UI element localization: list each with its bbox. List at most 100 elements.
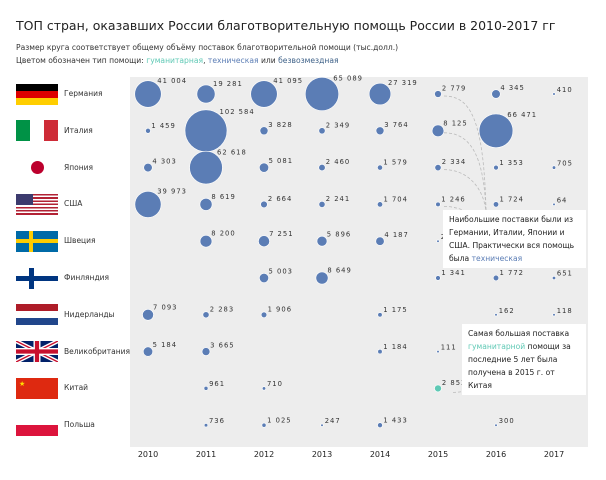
bubble [377,164,383,171]
bubble [552,313,556,317]
bubble [189,150,223,185]
value-label: 62 618 [217,148,247,156]
value-label: 66 471 [507,111,537,119]
value-label: 1 175 [383,306,407,314]
annotation-top-donors: Наибольшие поставки были из Германии, Ит… [443,210,586,268]
bubble [318,200,326,208]
annotation-highlight: техническая [471,254,523,263]
bubble [316,235,328,247]
country-label: Япония [64,162,93,172]
bubble [134,80,162,108]
value-label: 2 779 [442,84,466,92]
bubble [259,273,269,283]
bubble [196,84,216,104]
subtitle-size: Размер круга соответствует общему объёму… [16,43,399,52]
year-tick-label: 2010 [137,450,159,459]
bubble [375,126,385,136]
country-label: Германия [64,89,103,98]
usa-flag-icon [16,193,58,215]
bubble [492,274,500,282]
year-tick-label: 2016 [485,450,507,459]
value-label: 2 853 [442,379,466,387]
bubble [552,92,556,96]
uk-flag-icon [16,341,58,363]
connector-line [443,169,487,213]
netherlands-flag-icon [16,304,58,326]
bubble [259,162,269,173]
country-label: США [64,199,83,209]
bubble [184,109,228,153]
legend-humanitarian: гуманитарная [146,56,204,65]
value-label: 410 [557,86,573,94]
bubble [377,422,383,428]
value-label: 3 764 [384,121,408,129]
legend-prefix: Цветом обозначен тип помощи: [16,56,147,65]
bubble [377,312,383,318]
value-label: 2 349 [326,121,350,129]
value-label: 118 [557,307,573,315]
bubble [552,202,556,206]
legend-sep: или [258,56,279,65]
value-label: 4 187 [384,231,408,239]
value-label: 651 [557,270,573,278]
value-label: 5 003 [269,268,293,276]
value-label: 41 095 [273,77,303,85]
country-label: Финляндия [64,273,110,282]
subtitle-color: Цветом обозначен тип помощи: гуманитарна… [16,56,339,65]
bubble [375,236,385,246]
connector-line [443,132,487,213]
value-label: 1 459 [151,122,175,130]
bubble [478,113,514,149]
legend-free: безвозмездная [278,56,339,65]
bubble [201,347,211,356]
bubble [143,162,153,173]
value-label: 961 [209,380,225,388]
value-label: 1 184 [383,343,407,351]
value-label: 1 353 [499,159,523,167]
bubble [552,276,556,280]
year-tick-label: 2015 [427,450,449,459]
bubble [434,384,442,393]
poland-flag-icon [16,414,58,436]
bubble [434,164,442,172]
bubble [134,190,162,218]
value-label: 39 973 [157,188,187,196]
value-label: 162 [499,307,515,315]
legend-sep: , [203,56,208,65]
value-label: 1 433 [383,416,407,424]
value-label: 2 283 [210,305,234,313]
italy-flag-icon [16,120,58,142]
value-label: 2 664 [268,195,292,203]
bubble [376,201,384,208]
bubble [435,201,441,208]
value-label: 5 184 [153,341,177,349]
bubble [304,76,340,112]
bubble [436,239,440,243]
annotation-text: помощи за последние 5 лет была получена … [468,342,571,390]
annotation-text: Наибольшие поставки были из Германии, Ит… [449,215,575,263]
bubble [320,423,324,427]
bubble [315,271,329,285]
bubble [318,164,326,172]
value-label: 710 [267,380,283,388]
bubble [202,311,210,319]
bubble [142,308,154,321]
value-label: 2 334 [442,158,466,166]
bubble [145,127,151,134]
bubble [261,386,267,391]
value-label: 1 772 [500,269,524,277]
value-label: 65 089 [333,74,363,82]
value-label: 4 345 [500,84,524,92]
chart-title: ТОП стран, оказавших России благотворите… [16,18,556,33]
year-tick-label: 2017 [543,450,565,459]
value-label: 1 341 [441,269,465,277]
annotation-highlight: гуманитарной [468,342,526,351]
china-flag-icon: ★ [16,377,58,399]
connector-line [443,95,487,213]
bubble [436,350,440,354]
value-label: 705 [557,159,573,167]
year-tick-label: 2012 [253,450,275,459]
value-label: 5 896 [327,230,351,238]
bubble [551,165,557,170]
value-label: 300 [499,417,515,425]
